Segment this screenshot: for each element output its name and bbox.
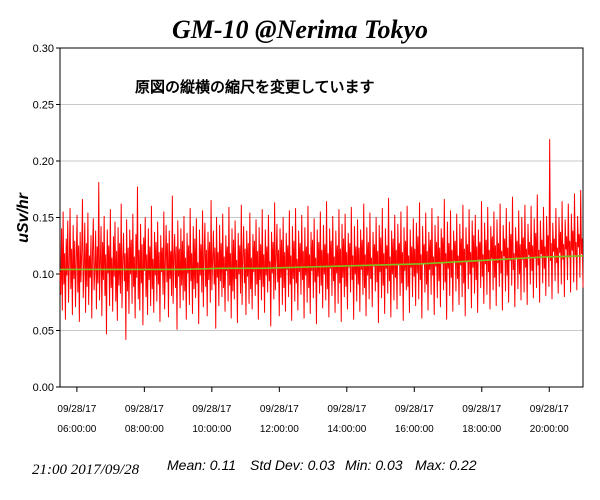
- stat-std-dev: Std Dev: 0.03: [250, 457, 335, 473]
- x-tick-date-5: 09/28/17: [395, 404, 434, 415]
- series-layer: [59, 139, 584, 341]
- x-tick-date-6: 09/28/17: [462, 404, 501, 415]
- series-line-measurement: [59, 139, 584, 341]
- stat-mean: Mean: 0.11: [167, 457, 236, 473]
- y-tick-label-2: 0.10: [33, 269, 54, 281]
- x-tick-date-4: 09/28/17: [327, 404, 366, 415]
- x-tick-date-1: 09/28/17: [125, 404, 164, 415]
- x-axis: 09/28/17 06:00:00 09/28/17 08:00:00 09/28/17…: [57, 387, 569, 435]
- y-tick-label-4: 0.20: [33, 156, 54, 168]
- x-tick-date-3: 09/28/17: [260, 404, 299, 415]
- timestamp: 21:00 2017/09/28: [32, 462, 140, 478]
- y-axis-label: uSv/hr: [15, 192, 32, 243]
- chart-annotation: 原図の縦横の縮尺を変更しています: [135, 78, 375, 96]
- x-tick-time-0: 06:00:00: [57, 424, 96, 435]
- chart-title: GM-10 @Nerima Tokyo: [172, 15, 428, 44]
- x-tick-time-2: 10:00:00: [192, 424, 231, 435]
- x-tick-time-4: 14:00:00: [327, 424, 366, 435]
- x-tick-date-0: 09/28/17: [57, 404, 96, 415]
- stat-min: Min: 0.03: [345, 457, 403, 473]
- stat-max: Max: 0.22: [415, 457, 477, 473]
- x-tick-time-1: 08:00:00: [125, 424, 164, 435]
- x-tick-time-6: 18:00:00: [462, 424, 501, 435]
- y-tick-label-1: 0.05: [33, 326, 54, 338]
- y-tick-label-0: 0.00: [33, 382, 54, 394]
- y-tick-label-5: 0.25: [33, 100, 54, 112]
- x-tick-date-7: 09/28/17: [530, 404, 569, 415]
- series-line-trend: [60, 255, 584, 271]
- x-tick-time-3: 12:00:00: [260, 424, 299, 435]
- x-tick-time-5: 16:00:00: [395, 424, 434, 435]
- y-axis: 0.00 0.05 0.10 0.15 0.20 0.25 0.30: [33, 43, 60, 394]
- x-tick-time-7: 20:00:00: [530, 424, 569, 435]
- y-tick-label-6: 0.30: [33, 43, 54, 55]
- x-tick-date-2: 09/28/17: [192, 404, 231, 415]
- y-tick-label-3: 0.15: [33, 213, 54, 225]
